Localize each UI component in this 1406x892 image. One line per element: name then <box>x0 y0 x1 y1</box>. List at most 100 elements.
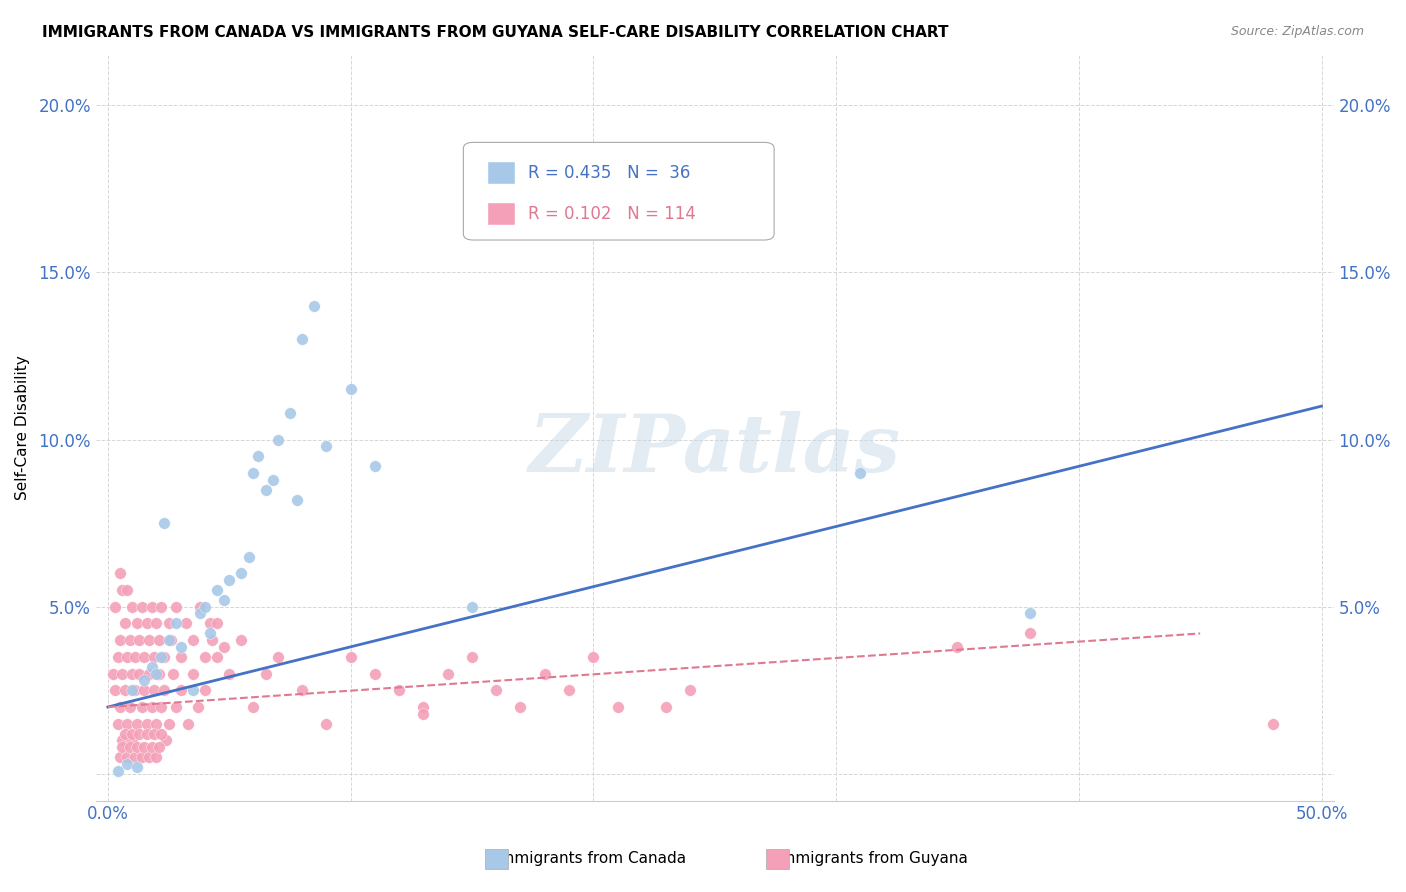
Point <box>124 750 146 764</box>
Point <box>145 616 167 631</box>
Point <box>108 750 131 764</box>
Point <box>117 582 139 597</box>
Point <box>150 599 173 614</box>
Point <box>152 683 174 698</box>
Point <box>181 666 204 681</box>
Point <box>533 666 555 681</box>
Text: Immigrants from Canada: Immigrants from Canada <box>495 851 686 865</box>
Point <box>582 649 605 664</box>
Point <box>201 633 224 648</box>
Point <box>121 599 143 614</box>
Text: IMMIGRANTS FROM CANADA VS IMMIGRANTS FROM GUYANA SELF-CARE DISABILITY CORRELATIO: IMMIGRANTS FROM CANADA VS IMMIGRANTS FRO… <box>42 25 949 40</box>
Bar <box>488 202 516 225</box>
Y-axis label: Self-Care Disability: Self-Care Disability <box>15 356 30 500</box>
Point <box>152 516 174 530</box>
Point <box>388 683 411 698</box>
Point <box>107 716 129 731</box>
Point <box>849 466 872 480</box>
Point <box>101 666 124 681</box>
Point <box>291 332 314 346</box>
Point <box>121 683 143 698</box>
Point <box>125 616 148 631</box>
Point <box>214 593 236 607</box>
Point <box>131 700 153 714</box>
Point <box>160 633 183 648</box>
Point <box>205 649 228 664</box>
Point <box>138 666 160 681</box>
Point <box>157 616 180 631</box>
Point <box>124 649 146 664</box>
Point <box>117 716 139 731</box>
Point <box>339 649 361 664</box>
Point <box>412 706 434 721</box>
Point <box>111 582 134 597</box>
Point <box>946 640 969 654</box>
Point <box>134 649 156 664</box>
Point <box>231 633 253 648</box>
Point <box>135 716 157 731</box>
Point <box>141 660 163 674</box>
Point <box>267 649 290 664</box>
Point <box>131 599 153 614</box>
Point <box>125 716 148 731</box>
Point <box>194 683 217 698</box>
Point <box>135 616 157 631</box>
Point <box>104 683 127 698</box>
Point <box>145 750 167 764</box>
Point <box>118 700 141 714</box>
Point <box>141 700 163 714</box>
Point <box>509 700 531 714</box>
Point <box>285 492 308 507</box>
Point <box>205 582 228 597</box>
Point <box>134 740 156 755</box>
Point <box>145 666 167 681</box>
Point <box>157 633 180 648</box>
Point <box>107 649 129 664</box>
Point <box>169 640 191 654</box>
Point <box>145 716 167 731</box>
Point <box>188 607 211 621</box>
Point <box>111 666 134 681</box>
Point <box>194 649 217 664</box>
Point <box>198 626 221 640</box>
Point <box>169 649 191 664</box>
Point <box>278 406 301 420</box>
Point <box>135 727 157 741</box>
Point <box>461 649 484 664</box>
Point <box>364 666 387 681</box>
Point <box>121 727 143 741</box>
Point <box>157 716 180 731</box>
Point <box>655 700 678 714</box>
Point <box>1261 716 1284 731</box>
Point <box>108 566 131 581</box>
Point <box>128 633 150 648</box>
Point <box>194 599 217 614</box>
Point <box>339 383 361 397</box>
Point <box>187 700 209 714</box>
Point <box>111 740 134 755</box>
Text: Immigrants from Guyana: Immigrants from Guyana <box>776 851 967 865</box>
Point <box>108 633 131 648</box>
Point <box>114 683 136 698</box>
Point <box>247 450 270 464</box>
Point <box>148 740 170 755</box>
Point <box>142 683 165 698</box>
Point <box>150 649 173 664</box>
Point <box>436 666 458 681</box>
Point <box>238 549 260 564</box>
Point <box>262 473 284 487</box>
Point <box>150 700 173 714</box>
Point <box>121 666 143 681</box>
Point <box>242 466 264 480</box>
Point <box>198 616 221 631</box>
Point <box>169 683 191 698</box>
Point <box>114 616 136 631</box>
Point <box>485 683 508 698</box>
Point <box>165 599 187 614</box>
Point <box>242 700 264 714</box>
Point <box>152 649 174 664</box>
Point <box>128 727 150 741</box>
Point <box>104 599 127 614</box>
Point <box>124 683 146 698</box>
Point <box>117 756 139 771</box>
